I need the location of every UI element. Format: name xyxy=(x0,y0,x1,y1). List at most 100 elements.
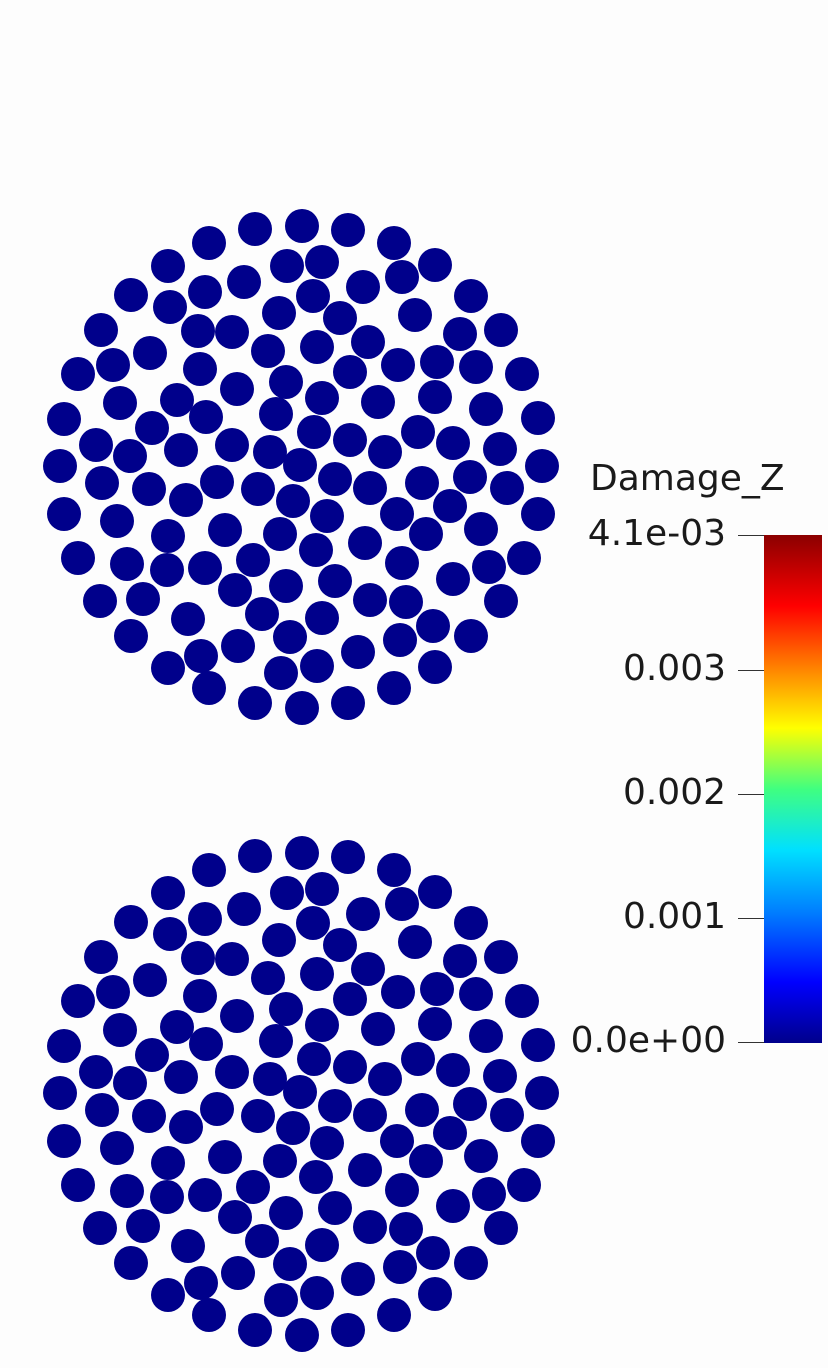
fiber-top-42 xyxy=(361,385,395,419)
fiber-bottom-26 xyxy=(251,961,285,995)
fiber-bottom-62 xyxy=(283,1075,317,1109)
fiber-top-69 xyxy=(132,472,166,506)
fiber-bottom-115 xyxy=(184,1266,218,1300)
fiber-top-83 xyxy=(263,517,297,551)
fiber-bottom-54 xyxy=(333,1050,367,1084)
fiber-top-99 xyxy=(218,573,252,607)
fiber-top-64 xyxy=(200,465,234,499)
fiber-bottom-7 xyxy=(305,872,339,906)
fiber-bottom-27 xyxy=(300,957,334,991)
fiber-bottom-47 xyxy=(259,1024,293,1058)
fiber-bottom-110 xyxy=(114,1246,148,1280)
fiber-bottom-100 xyxy=(126,1209,160,1243)
fiber-bottom-78 xyxy=(310,1126,344,1160)
fiber-top-18 xyxy=(398,298,432,332)
fiber-bottom-17 xyxy=(262,923,296,957)
fiber-bottom-45 xyxy=(47,1029,81,1063)
fiber-top-53 xyxy=(215,428,249,462)
fiber-top-35 xyxy=(505,357,539,391)
fiber-bottom-113 xyxy=(454,1246,488,1280)
fiber-bottom-114 xyxy=(341,1262,375,1296)
fiber-top-20 xyxy=(181,314,215,348)
fiber-top-32 xyxy=(381,348,415,382)
fiber-bottom-1 xyxy=(285,836,319,870)
fiber-bottom-71 xyxy=(353,1098,387,1132)
fiber-bottom-13 xyxy=(346,897,380,931)
fiber-bottom-56 xyxy=(483,1059,517,1093)
fiber-bottom-30 xyxy=(61,984,95,1018)
fiber-top-119 xyxy=(418,650,452,684)
fiber-bottom-41 xyxy=(305,1008,339,1042)
fiber-top-10 xyxy=(385,260,419,294)
fiber-bottom-94 xyxy=(150,1180,184,1214)
fiber-top-96 xyxy=(269,569,303,603)
fiber-top-106 xyxy=(245,597,279,631)
fiber-bottom-87 xyxy=(61,1168,95,1202)
fiber-top-31 xyxy=(183,352,217,386)
colorbar xyxy=(764,535,822,1043)
fiber-bottom-52 xyxy=(79,1055,113,1089)
fiber-top-115 xyxy=(184,639,218,673)
fiber-bottom-74 xyxy=(276,1111,310,1145)
fiber-bottom-75 xyxy=(47,1124,81,1158)
fiber-bottom-73 xyxy=(169,1110,203,1144)
fiber-top-56 xyxy=(483,432,517,466)
fiber-top-104 xyxy=(484,584,518,618)
fiber-top-71 xyxy=(353,471,387,505)
fiber-top-116 xyxy=(151,651,185,685)
fiber-bottom-68 xyxy=(405,1093,439,1127)
fiber-bottom-76 xyxy=(433,1116,467,1150)
fiber-top-52 xyxy=(79,428,113,462)
fiber-top-112 xyxy=(383,623,417,657)
fiber-top-15 xyxy=(296,279,330,313)
fiber-bottom-42 xyxy=(361,1012,395,1046)
fiber-top-124 xyxy=(331,686,365,720)
colorbar-label-max: 4.1e-03 xyxy=(587,513,726,554)
fiber-top-51 xyxy=(401,415,435,449)
fiber-top-78 xyxy=(310,499,344,533)
fiber-top-12 xyxy=(188,275,222,309)
fiber-top-19 xyxy=(84,313,118,347)
fiber-top-30 xyxy=(61,357,95,391)
fiber-top-21 xyxy=(215,315,249,349)
fiber-top-86 xyxy=(348,526,382,560)
fiber-bottom-20 xyxy=(181,941,215,975)
fiber-bottom-8 xyxy=(418,875,452,909)
fiber-bottom-37 xyxy=(269,992,303,1026)
fiber-top-103 xyxy=(389,585,423,619)
fiber-top-65 xyxy=(85,466,119,500)
fiber-top-97 xyxy=(318,564,352,598)
fiber-bottom-79 xyxy=(380,1124,414,1158)
fiber-bottom-51 xyxy=(401,1042,435,1076)
fiber-top-72 xyxy=(490,471,524,505)
fiber-bottom-21 xyxy=(215,942,249,976)
fiber-top-107 xyxy=(305,601,339,635)
fiber-top-66 xyxy=(318,462,352,496)
fiber-top-82 xyxy=(151,519,185,553)
fiber-bottom-106 xyxy=(245,1224,279,1258)
fiber-top-58 xyxy=(113,439,147,473)
fiber-bottom-22 xyxy=(323,928,357,962)
fiber-top-93 xyxy=(385,546,419,580)
fiber-bottom-66 xyxy=(318,1089,352,1123)
fiber-bottom-99 xyxy=(218,1200,252,1234)
fiber-bottom-63 xyxy=(525,1076,559,1110)
fiber-bottom-80 xyxy=(100,1131,134,1165)
fiber-top-44 xyxy=(469,392,503,426)
fiber-bottom-23 xyxy=(443,944,477,978)
fiber-bottom-4 xyxy=(377,853,411,887)
fiber-bottom-124 xyxy=(331,1313,365,1347)
fiber-top-41 xyxy=(305,381,339,415)
fiber-bottom-85 xyxy=(409,1144,443,1178)
fiber-bottom-19 xyxy=(84,940,118,974)
fiber-top-94 xyxy=(150,553,184,587)
fiber-top-67 xyxy=(453,460,487,494)
fiber-bottom-18 xyxy=(398,925,432,959)
fiber-bottom-105 xyxy=(171,1229,205,1263)
fiber-bottom-72 xyxy=(490,1098,524,1132)
fiber-top-33 xyxy=(420,345,454,379)
fiber-top-17 xyxy=(262,296,296,330)
